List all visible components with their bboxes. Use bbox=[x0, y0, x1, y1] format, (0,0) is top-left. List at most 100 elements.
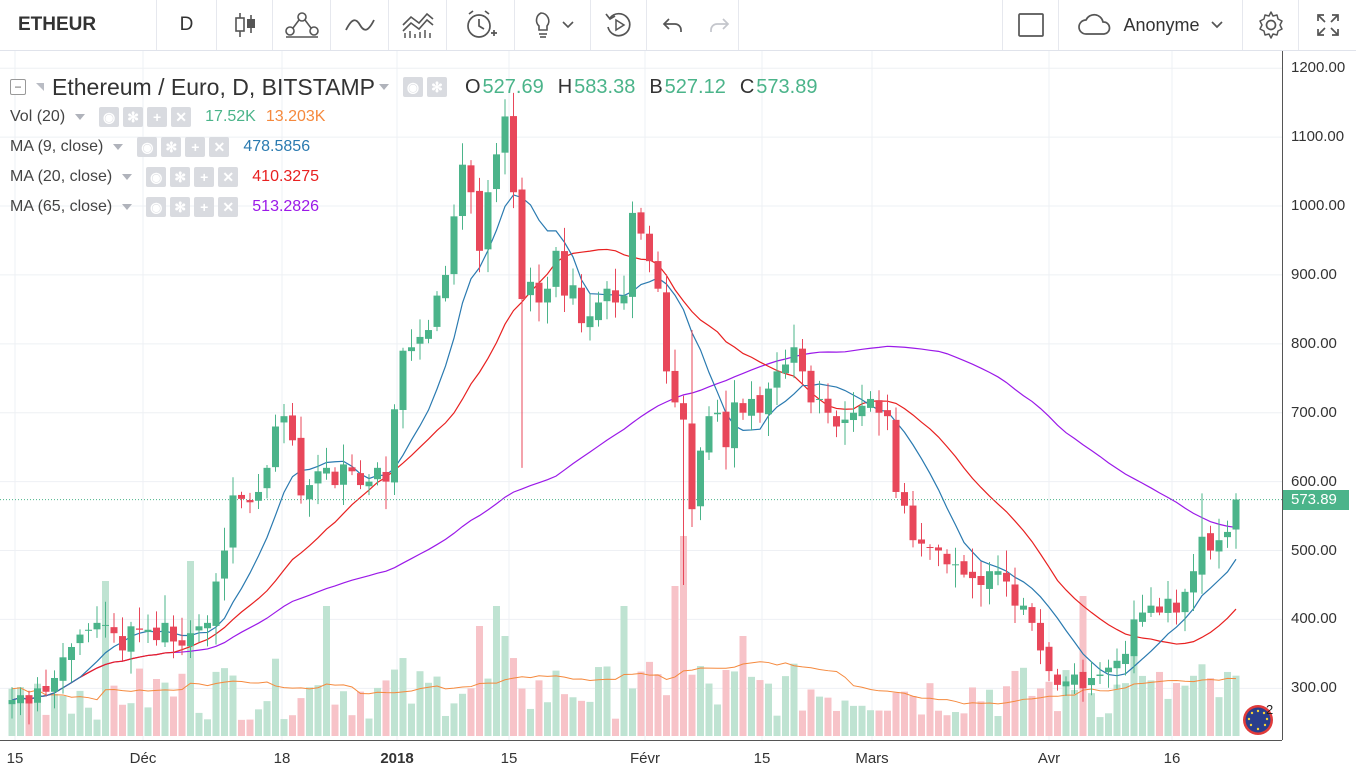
candle[interactable] bbox=[42, 669, 50, 697]
candle[interactable] bbox=[1122, 640, 1129, 676]
candle[interactable] bbox=[59, 642, 67, 694]
candle[interactable] bbox=[127, 621, 135, 674]
candle[interactable] bbox=[170, 615, 177, 659]
candle[interactable] bbox=[484, 180, 492, 273]
candle[interactable] bbox=[1088, 661, 1095, 696]
interval-button[interactable]: D bbox=[157, 0, 217, 50]
candle[interactable] bbox=[561, 227, 568, 312]
add-icon[interactable]: + bbox=[185, 137, 206, 157]
candle[interactable] bbox=[178, 617, 186, 656]
candle[interactable] bbox=[552, 246, 560, 298]
candle[interactable] bbox=[1164, 581, 1172, 623]
candle[interactable] bbox=[110, 613, 118, 643]
candle[interactable] bbox=[765, 382, 772, 436]
visibility-eye-icon[interactable]: ◉ bbox=[137, 137, 158, 157]
candle[interactable] bbox=[705, 406, 713, 460]
candle[interactable] bbox=[374, 462, 381, 486]
candle[interactable] bbox=[969, 548, 976, 599]
candle[interactable] bbox=[289, 402, 296, 446]
candle[interactable] bbox=[527, 267, 534, 312]
candle[interactable] bbox=[442, 265, 449, 302]
candle[interactable] bbox=[34, 677, 41, 712]
candle[interactable] bbox=[867, 391, 874, 412]
indicator-row[interactable]: MA (65, close) ◉ ✻ + ✕ 513.2826 bbox=[10, 192, 817, 222]
candle[interactable] bbox=[612, 268, 619, 318]
candle[interactable] bbox=[68, 643, 75, 683]
candle[interactable] bbox=[246, 492, 254, 514]
candle[interactable] bbox=[357, 460, 364, 490]
candle[interactable] bbox=[433, 291, 441, 332]
visibility-eye-icon[interactable]: ◉ bbox=[402, 77, 423, 97]
candle[interactable] bbox=[884, 394, 891, 431]
candle[interactable] bbox=[331, 467, 339, 489]
candle[interactable] bbox=[340, 444, 347, 505]
candle[interactable] bbox=[535, 264, 543, 322]
candle[interactable] bbox=[238, 491, 245, 509]
remove-icon[interactable]: ✕ bbox=[171, 107, 192, 127]
candle[interactable] bbox=[1011, 567, 1019, 624]
candle[interactable] bbox=[17, 687, 24, 716]
replay-icon[interactable] bbox=[591, 0, 647, 50]
candle[interactable] bbox=[1147, 587, 1155, 618]
candle[interactable] bbox=[1224, 520, 1231, 548]
candle[interactable] bbox=[1139, 594, 1146, 627]
candle[interactable] bbox=[1156, 597, 1163, 616]
candle[interactable] bbox=[280, 403, 288, 444]
candle[interactable] bbox=[382, 456, 390, 510]
candle[interactable] bbox=[739, 398, 747, 420]
expand-icon[interactable] bbox=[1298, 0, 1356, 50]
candle[interactable] bbox=[654, 251, 662, 293]
candle[interactable] bbox=[1232, 493, 1240, 549]
candle[interactable] bbox=[297, 416, 305, 504]
candle[interactable] bbox=[518, 177, 526, 468]
symbol-search-button[interactable]: ETHEUR bbox=[0, 0, 157, 50]
candle[interactable] bbox=[229, 477, 237, 564]
candle[interactable] bbox=[850, 392, 857, 432]
candle[interactable] bbox=[875, 390, 883, 436]
compare-icon[interactable] bbox=[273, 0, 331, 50]
candle[interactable] bbox=[901, 482, 908, 514]
candle[interactable] bbox=[25, 690, 33, 725]
candle[interactable] bbox=[799, 338, 806, 386]
candle[interactable] bbox=[1079, 659, 1087, 702]
candle[interactable] bbox=[986, 562, 993, 605]
candle[interactable] bbox=[306, 479, 313, 517]
candle[interactable] bbox=[756, 386, 764, 423]
candle[interactable] bbox=[153, 611, 160, 646]
remove-icon[interactable]: ✕ bbox=[218, 197, 239, 217]
redo-icon[interactable] bbox=[699, 0, 739, 50]
candle[interactable] bbox=[119, 617, 126, 661]
add-icon[interactable]: + bbox=[147, 107, 168, 127]
price-axis[interactable]: 1200.00 1100.00 1000.00 900.00 800.00 700.00 6… bbox=[1282, 51, 1356, 740]
candle[interactable] bbox=[323, 447, 330, 480]
candle[interactable] bbox=[977, 561, 985, 607]
candle[interactable] bbox=[1054, 668, 1061, 691]
candle[interactable] bbox=[1215, 518, 1223, 569]
candle[interactable] bbox=[399, 347, 407, 429]
indicator-settings-icon[interactable]: ✻ bbox=[123, 107, 144, 127]
candle[interactable] bbox=[935, 544, 942, 567]
candle[interactable] bbox=[93, 606, 101, 638]
candle[interactable] bbox=[952, 547, 959, 588]
candle[interactable] bbox=[671, 349, 679, 408]
candle[interactable] bbox=[1130, 600, 1138, 674]
candle[interactable] bbox=[1045, 642, 1053, 682]
candle[interactable] bbox=[680, 395, 687, 585]
candle[interactable] bbox=[646, 225, 653, 273]
collapse-legend-icon[interactable]: − bbox=[10, 79, 26, 95]
candle[interactable] bbox=[450, 204, 458, 285]
candle[interactable] bbox=[960, 554, 968, 578]
financials-icon[interactable] bbox=[389, 0, 447, 50]
candle[interactable] bbox=[391, 404, 398, 496]
series-settings-icon[interactable]: ✻ bbox=[426, 77, 447, 97]
indicator-row[interactable]: MA (20, close) ◉ ✻ + ✕ 410.3275 bbox=[10, 162, 817, 192]
candle[interactable] bbox=[1037, 609, 1044, 665]
candle[interactable] bbox=[255, 473, 262, 510]
candle[interactable] bbox=[136, 607, 143, 643]
indicator-settings-icon[interactable]: ✻ bbox=[170, 197, 191, 217]
candle[interactable] bbox=[994, 555, 1002, 586]
candle[interactable] bbox=[314, 454, 322, 505]
indicator-row[interactable]: MA (9, close) ◉ ✻ + ✕ 478.5856 bbox=[10, 132, 817, 162]
candle[interactable] bbox=[161, 595, 169, 647]
indicator-menu-caret-icon[interactable] bbox=[75, 114, 86, 120]
